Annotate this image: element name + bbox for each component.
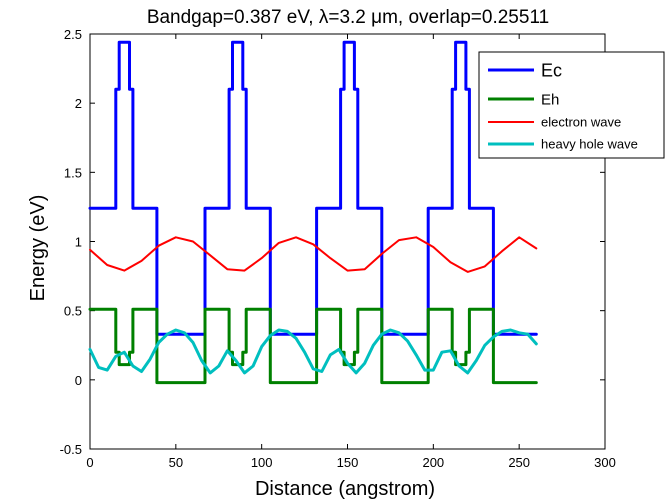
y-tick-label: -0.5 [60,442,82,457]
y-tick-label: 1.5 [64,165,82,180]
legend-label: electron wave [541,115,621,130]
legend-label: Eh [541,91,559,108]
y-axis-label: Energy (eV) [27,195,49,302]
axes: 0 50 100 150 200 250 300 -0.5 0 0.5 1 1.5 2 2.5 [60,27,616,470]
y-tick-label: 2 [75,96,82,111]
series-line-eh [88,307,538,385]
series-line-electron-wave [89,236,538,273]
legend-label: Ec [541,60,562,80]
legend: Ec Eh electron wave heavy hole wave [478,51,665,159]
series-line-heavy-hole-wave [88,328,538,375]
y-tick-label: 2.5 [64,27,82,42]
x-tick-label: 200 [422,455,444,470]
y-tick-label: 1 [75,235,82,250]
legend-label: heavy hole wave [541,137,638,152]
series-line-ec [88,40,538,336]
x-tick-label: 50 [169,455,183,470]
x-tick-label: 0 [86,455,93,470]
x-tick-label: 150 [337,455,359,470]
chart-title: Bandgap=0.387 eV, λ=3.2 μm, overlap=0.25… [147,7,549,28]
x-axis-label: Distance (angstrom) [255,478,435,500]
x-tick-label: 300 [594,455,616,470]
y-tick-label: 0.5 [64,304,82,319]
x-tick-label: 100 [251,455,273,470]
plot-series [88,40,538,385]
x-tick-label: 250 [508,455,530,470]
y-tick-label: 0 [75,373,82,388]
